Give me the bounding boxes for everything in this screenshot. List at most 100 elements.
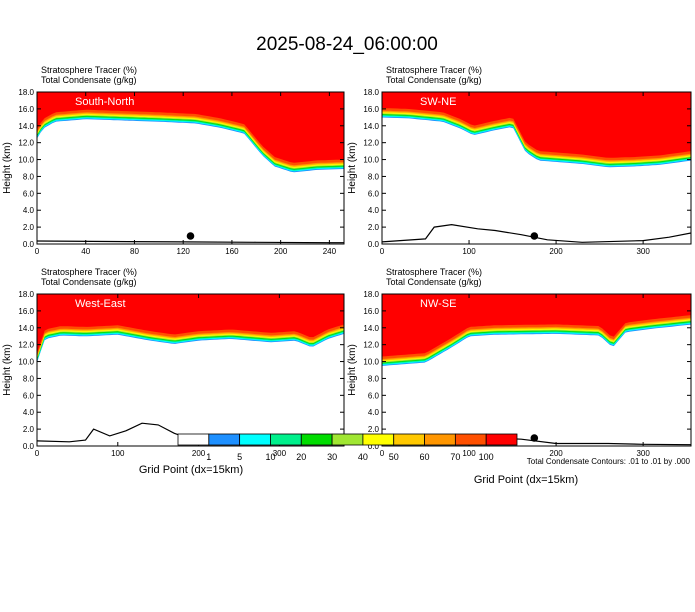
y-tick-label: 2.0	[23, 425, 35, 434]
tracer-band-0	[382, 294, 691, 357]
y-tick-label: 18.0	[363, 88, 379, 97]
x-tick-label: 300	[636, 247, 650, 256]
colorbar-label: 1	[206, 452, 211, 462]
x-axis-label-left: Grid Point (dx=15km)	[139, 464, 243, 476]
y-tick-label: 18.0	[363, 290, 379, 299]
x-tick-label: 120	[177, 247, 191, 256]
y-tick-label: 0.0	[23, 442, 35, 451]
tracer-band-0	[37, 92, 344, 163]
plot-frame	[36, 91, 345, 245]
y-tick-label: 0.0	[23, 240, 35, 249]
y-tick-label: 12.0	[363, 341, 379, 350]
y-tick-label: 8.0	[23, 374, 35, 383]
tracer-field	[37, 294, 344, 446]
colorbar-label: 70	[450, 452, 460, 462]
y-tick-label: 12.0	[363, 139, 379, 148]
plot-frame	[381, 293, 692, 447]
colorbar-label: 50	[389, 452, 399, 462]
y-tick-label: 16.0	[18, 307, 34, 316]
figure-title: 2025-08-24_06:00:00	[256, 34, 438, 55]
y-tick-label: 2.0	[368, 223, 380, 232]
y-tick-label: 18.0	[18, 88, 34, 97]
legend-entry: Total Condensate (g/kg)	[41, 75, 137, 85]
y-tick-label: 0.0	[368, 442, 380, 451]
colorbar: 1 5 10 20 30 40 50 60 70 100	[177, 433, 518, 462]
colorbar-box	[362, 433, 395, 446]
y-tick-label: 4.0	[368, 408, 380, 417]
colorbar-box	[331, 433, 364, 446]
colorbar-box	[208, 433, 241, 446]
y-tick-label: 8.0	[368, 172, 380, 181]
colorbar-label: 60	[420, 452, 430, 462]
panel-label: SW-NE	[420, 96, 456, 108]
y-tick-label: 10.0	[363, 358, 379, 367]
y-tick-label: 8.0	[23, 172, 35, 181]
tracer-field	[382, 294, 691, 446]
colorbar-box	[424, 433, 456, 446]
y-tick-label: 14.0	[18, 122, 34, 131]
legend-entry: Stratosphere Tracer (%)	[41, 65, 137, 75]
location-marker	[530, 232, 539, 240]
colorbar-box	[239, 433, 271, 446]
panel-west-east: Stratosphere Tracer (%)Total Condensate …	[2, 267, 345, 458]
x-tick-label: 200	[274, 247, 288, 256]
y-tick-label: 12.0	[18, 341, 34, 350]
y-tick-label: 16.0	[18, 105, 34, 114]
y-axis-label: Height (km)	[2, 344, 13, 396]
x-tick-label: 300	[273, 449, 287, 458]
panel-sw-ne: Stratosphere Tracer (%)Total Condensate …	[347, 65, 692, 256]
colorbar-label: 20	[296, 452, 306, 462]
y-tick-label: 8.0	[368, 374, 380, 383]
y-tick-label: 12.0	[18, 139, 34, 148]
contour-footnote: Total Condensate Contours: .01 to .01 by…	[527, 457, 691, 466]
tracer-field	[382, 92, 691, 244]
legend-entry: Stratosphere Tracer (%)	[386, 65, 482, 75]
y-axis-label: Height (km)	[347, 142, 358, 194]
legend-entry: Total Condensate (g/kg)	[386, 277, 482, 287]
y-axis-label: Height (km)	[2, 142, 13, 194]
plot-frame	[36, 293, 345, 447]
legend-entry: Total Condensate (g/kg)	[41, 277, 137, 287]
colorbar-box	[270, 433, 302, 446]
x-tick-label: 100	[462, 449, 476, 458]
y-tick-label: 4.0	[23, 408, 35, 417]
colorbar-label: 30	[327, 452, 337, 462]
x-tick-label: 300	[636, 449, 650, 458]
legend-entry: Total Condensate (g/kg)	[386, 75, 482, 85]
y-tick-label: 14.0	[363, 324, 379, 333]
x-tick-label: 200	[192, 449, 206, 458]
panel-label: South-North	[75, 96, 134, 108]
legend-entry: Stratosphere Tracer (%)	[386, 267, 482, 277]
terrain-line	[37, 240, 344, 244]
panel-label: NW-SE	[420, 298, 456, 310]
y-tick-label: 16.0	[363, 307, 379, 316]
colorbar-box	[300, 433, 333, 446]
y-tick-label: 6.0	[23, 189, 35, 198]
colorbar-box	[485, 433, 518, 446]
x-tick-label: 0	[380, 449, 385, 458]
x-tick-label: 0	[380, 247, 385, 256]
x-tick-label: 100	[462, 247, 476, 256]
location-marker	[530, 434, 539, 442]
y-tick-label: 10.0	[18, 358, 34, 367]
colorbar-box	[177, 433, 210, 446]
colorbar-box	[393, 433, 425, 446]
colorbar-label: 100	[479, 452, 494, 462]
y-tick-label: 2.0	[368, 425, 380, 434]
colorbar-label: 5	[237, 452, 242, 462]
y-tick-label: 14.0	[18, 324, 34, 333]
x-tick-label: 40	[81, 247, 90, 256]
panel-nw-se: Stratosphere Tracer (%)Total Condensate …	[347, 267, 692, 458]
tracer-band-0	[37, 294, 344, 354]
x-tick-label: 240	[323, 247, 337, 256]
y-tick-label: 4.0	[368, 206, 380, 215]
legend-entry: Stratosphere Tracer (%)	[41, 267, 137, 277]
terrain-line	[382, 223, 691, 243]
panels: Stratosphere Tracer (%)Total Condensate …	[2, 65, 692, 458]
y-tick-label: 10.0	[18, 156, 34, 165]
y-tick-label: 18.0	[18, 290, 34, 299]
x-tick-label: 200	[549, 449, 563, 458]
colorbar-box	[454, 433, 487, 446]
panel-label: West-East	[75, 298, 126, 310]
